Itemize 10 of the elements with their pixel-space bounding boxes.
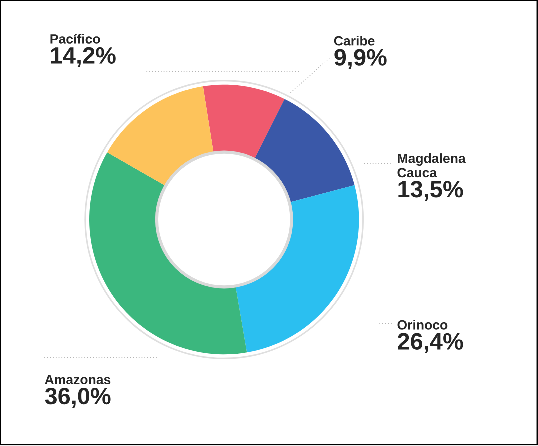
- slice-label: Amazonas: [45, 375, 111, 385]
- data-label: 14,2%: [51, 48, 116, 68]
- slice-label: Orinoco: [398, 320, 448, 330]
- slice-label: Caribe: [334, 36, 375, 46]
- data-label: 36,0%: [45, 388, 111, 408]
- slice-label: Pacífico: [50, 34, 100, 44]
- data-label: 26,4%: [398, 333, 464, 354]
- data-label: 9,9%: [334, 49, 387, 70]
- slice-label: Magdalena Cauca: [398, 154, 466, 178]
- data-label: 13,5%: [398, 181, 464, 202]
